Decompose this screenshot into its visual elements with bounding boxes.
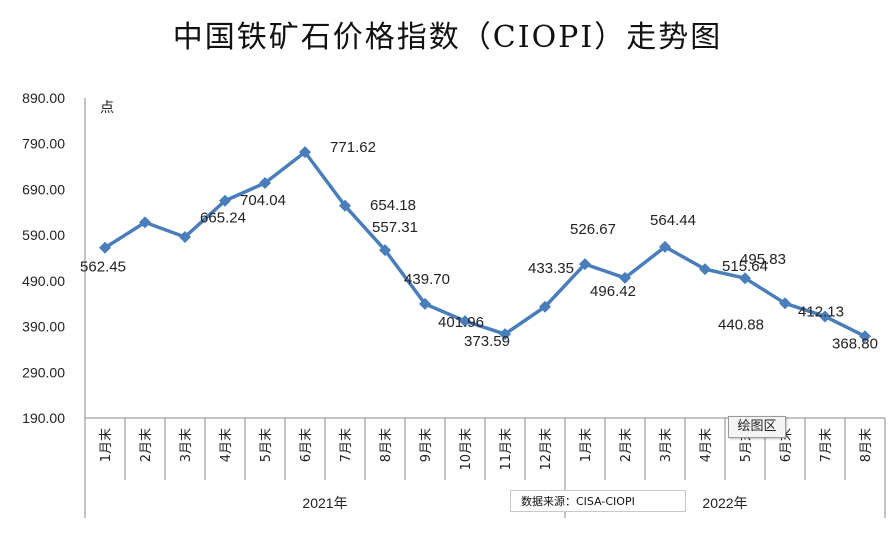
data-point bbox=[499, 328, 511, 341]
year-label: 2022年 bbox=[702, 495, 747, 511]
data-point bbox=[459, 315, 471, 328]
plot-area-tooltip: 绘图区 bbox=[728, 416, 786, 438]
x-tick-label: 8月末 bbox=[859, 428, 874, 462]
data-point bbox=[579, 258, 591, 271]
x-tick-label: 3月末 bbox=[659, 428, 674, 462]
data-point bbox=[179, 230, 191, 243]
data-label: 439.70 bbox=[404, 271, 450, 288]
source-note: 数据来源：CISA-CIOPI bbox=[510, 490, 686, 512]
data-point bbox=[299, 146, 311, 159]
x-tick-label: 4月末 bbox=[699, 428, 714, 462]
y-tick-label: 590.00 bbox=[22, 227, 65, 243]
chart-title: 中国铁矿石价格指数（CIOPI）走势图 bbox=[172, 20, 723, 55]
x-tick-label: 5月末 bbox=[259, 428, 274, 462]
data-point bbox=[619, 271, 631, 284]
x-tick-label: 8月末 bbox=[379, 428, 394, 462]
data-point bbox=[259, 177, 271, 190]
y-tick-label: 890.00 bbox=[22, 90, 65, 106]
y-axis: 890.00 790.00 690.00 590.00 490.00 390.00 290.… bbox=[22, 90, 86, 426]
data-label: 654.18 bbox=[370, 197, 416, 214]
y-tick-label: 390.00 bbox=[22, 319, 65, 335]
data-point bbox=[739, 272, 751, 285]
data-label: 564.44 bbox=[650, 212, 696, 229]
data-label: 412.13 bbox=[798, 303, 844, 320]
x-tick-label: 6月末 bbox=[299, 428, 314, 462]
x-tick-label: 7月末 bbox=[339, 428, 354, 462]
series-line-path bbox=[104, 150, 866, 338]
data-label: 562.45 bbox=[80, 259, 126, 276]
data-label: 373.59 bbox=[464, 333, 510, 350]
data-label: 368.80 bbox=[832, 335, 878, 352]
data-label: 433.35 bbox=[528, 260, 574, 277]
y-tick-label: 690.00 bbox=[22, 181, 65, 197]
data-label: 665.24 bbox=[200, 210, 246, 227]
x-tick-label: 9月末 bbox=[419, 428, 434, 462]
x-tick-label: 4月末 bbox=[219, 428, 234, 462]
y-tick-label: 290.00 bbox=[22, 364, 65, 380]
data-point bbox=[219, 194, 231, 207]
x-tick-label: 2月末 bbox=[619, 428, 634, 462]
data-label: 496.42 bbox=[590, 283, 636, 300]
x-tick-label: 11月末 bbox=[499, 428, 514, 471]
data-label: 440.88 bbox=[718, 316, 764, 333]
x-tick-label: 1月末 bbox=[99, 428, 114, 462]
data-point bbox=[139, 216, 151, 229]
data-point bbox=[339, 199, 351, 212]
x-tick-label: 1月末 bbox=[579, 428, 594, 462]
data-point bbox=[779, 297, 791, 310]
data-point bbox=[379, 244, 391, 257]
x-tick-label: 7月末 bbox=[819, 428, 834, 462]
data-point bbox=[699, 263, 711, 276]
series-line bbox=[99, 146, 871, 343]
y-tick-label: 790.00 bbox=[22, 136, 65, 152]
x-axis: 2021年 2022年 1月末 2月末 3月末 4月末 5月末 6月末 7月末 8月末 9月末 10月… bbox=[84, 417, 886, 518]
y-unit-label: 点 bbox=[100, 100, 114, 116]
data-point bbox=[99, 241, 111, 254]
data-label: 526.67 bbox=[570, 221, 616, 238]
data-point bbox=[419, 297, 431, 310]
data-point bbox=[859, 330, 871, 343]
data-label: 704.04 bbox=[240, 192, 286, 209]
x-tick-label: 12月末 bbox=[539, 428, 554, 471]
data-label: 515.64 bbox=[722, 258, 768, 275]
data-point bbox=[819, 310, 831, 323]
y-tick-label: 190.00 bbox=[22, 410, 65, 426]
y-tick-label: 490.00 bbox=[22, 273, 65, 289]
data-point bbox=[659, 240, 671, 253]
year-label: 2021年 bbox=[302, 495, 347, 511]
data-point bbox=[539, 300, 551, 313]
data-label: 495.83 bbox=[740, 251, 786, 268]
x-tick-label: 3月末 bbox=[179, 428, 194, 462]
x-tick-label: 10月末 bbox=[459, 428, 474, 471]
data-label: 401.96 bbox=[438, 314, 484, 331]
data-label: 557.31 bbox=[372, 219, 418, 236]
data-label: 771.62 bbox=[330, 139, 376, 156]
x-tick-label: 2月末 bbox=[139, 428, 154, 462]
